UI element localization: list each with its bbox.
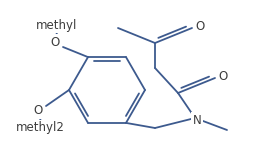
Text: O: O [195, 20, 205, 32]
Text: methyl: methyl [36, 19, 78, 32]
Text: methyl2: methyl2 [15, 122, 65, 134]
Text: O: O [218, 70, 228, 83]
Text: N: N [193, 114, 201, 127]
Text: O: O [33, 105, 43, 117]
Text: O: O [50, 36, 60, 49]
